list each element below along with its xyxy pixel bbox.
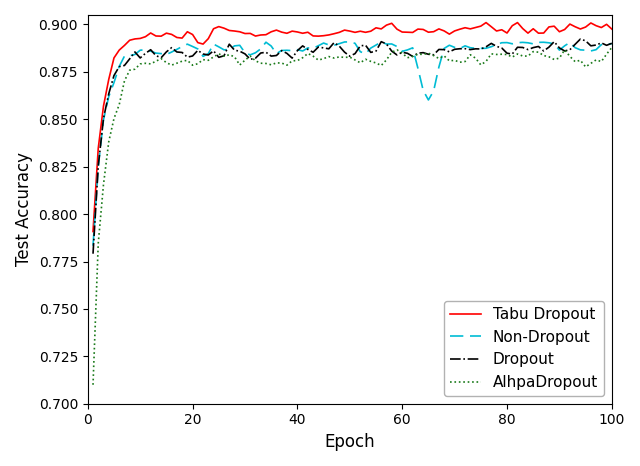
AlhpaDropout	[356, 60, 364, 66]
Non-Dropout	[189, 44, 196, 49]
AlhpaDropout	[608, 45, 616, 50]
Dropout	[398, 49, 406, 55]
Tabu Dropout	[398, 29, 406, 35]
Line: Non-Dropout: Non-Dropout	[93, 42, 612, 246]
Non-Dropout	[378, 39, 385, 45]
Non-Dropout	[587, 48, 595, 54]
Non-Dropout	[210, 41, 218, 47]
Tabu Dropout	[482, 20, 490, 25]
Y-axis label: Test Accuracy: Test Accuracy	[15, 152, 33, 267]
Dropout	[587, 43, 595, 48]
Tabu Dropout	[587, 20, 595, 26]
Dropout	[189, 53, 196, 59]
Dropout	[577, 36, 584, 42]
Non-Dropout	[356, 49, 364, 55]
Line: Dropout: Dropout	[93, 39, 612, 254]
AlhpaDropout	[189, 62, 196, 68]
Tabu Dropout	[189, 32, 196, 37]
Non-Dropout	[608, 41, 616, 47]
Non-Dropout	[89, 243, 97, 248]
Tabu Dropout	[89, 229, 97, 234]
Dropout	[356, 43, 364, 48]
Non-Dropout	[404, 47, 412, 53]
Tabu Dropout	[210, 26, 218, 32]
AlhpaDropout	[89, 382, 97, 388]
Tabu Dropout	[572, 24, 579, 29]
Line: AlhpaDropout: AlhpaDropout	[93, 48, 612, 385]
Dropout	[608, 41, 616, 46]
Dropout	[210, 48, 218, 54]
Dropout	[89, 251, 97, 256]
Tabu Dropout	[608, 26, 616, 32]
X-axis label: Epoch: Epoch	[324, 433, 375, 451]
Line: Tabu Dropout: Tabu Dropout	[93, 22, 612, 232]
AlhpaDropout	[398, 50, 406, 56]
Tabu Dropout	[356, 28, 364, 34]
Legend: Tabu Dropout, Non-Dropout, Dropout, AlhpaDropout: Tabu Dropout, Non-Dropout, Dropout, Alhp…	[444, 301, 604, 396]
Non-Dropout	[572, 45, 579, 50]
AlhpaDropout	[210, 54, 218, 60]
Dropout	[566, 47, 573, 53]
AlhpaDropout	[566, 54, 573, 59]
AlhpaDropout	[582, 64, 589, 70]
